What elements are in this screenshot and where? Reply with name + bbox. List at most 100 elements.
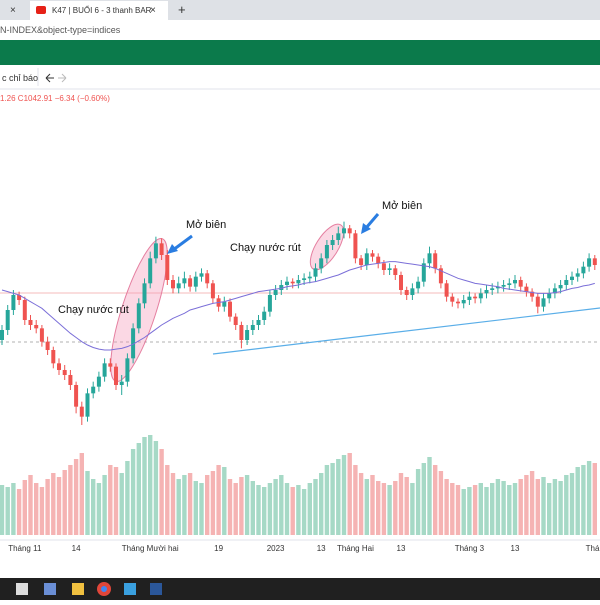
volume-bar	[495, 479, 501, 535]
candle-body	[399, 275, 403, 290]
candle-body	[336, 233, 341, 240]
volume-bar	[233, 483, 238, 535]
candle-body	[513, 280, 517, 284]
taskbar-icon[interactable]	[150, 583, 162, 595]
volume-bar	[130, 449, 136, 535]
volume-bar	[256, 485, 261, 535]
x-tick-label: Tháng 3	[455, 544, 485, 553]
volume-bar	[210, 471, 216, 535]
candle-body	[39, 328, 44, 342]
candle-body	[182, 278, 187, 284]
candle-body	[302, 278, 307, 280]
url[interactable]: N-INDEX&object-type=indices	[0, 25, 121, 35]
taskbar-icon[interactable]	[124, 583, 136, 595]
undo[interactable]	[45, 73, 54, 83]
volume-bar	[472, 485, 478, 535]
candle-body	[587, 258, 592, 267]
volume-bar	[529, 471, 535, 535]
volume-bar	[56, 477, 62, 535]
volume-bar	[358, 473, 364, 535]
volume-bar	[199, 483, 204, 535]
candle-body	[416, 281, 421, 289]
candle-body	[342, 228, 346, 234]
candle-body	[473, 296, 478, 299]
candle-body	[142, 283, 147, 304]
candle-body	[245, 330, 250, 340]
candle-body	[165, 255, 170, 280]
candle-body	[467, 296, 472, 300]
candle-body	[176, 283, 181, 289]
volume-bar	[364, 479, 369, 535]
volume-bar	[484, 487, 489, 535]
volume-bar	[165, 465, 170, 535]
candle-body	[353, 233, 358, 259]
volume-bar	[450, 483, 455, 535]
close-tab[interactable]: ×	[150, 5, 156, 16]
volume-bar	[433, 465, 438, 535]
volume-bar	[507, 485, 512, 535]
close-tab[interactable]: ×	[10, 5, 16, 16]
candle-body	[188, 278, 193, 287]
candle-body	[51, 350, 56, 364]
new-tab[interactable]: +	[178, 2, 186, 17]
candle-body	[558, 285, 563, 289]
candle-body	[131, 328, 136, 359]
ohlc-legend: 1.26 C1042.91 −6.34 (−0.60%)	[0, 94, 110, 103]
indicators-button[interactable]: c chỉ báo	[2, 73, 38, 83]
candle-body	[427, 253, 432, 264]
candle-body	[22, 300, 27, 320]
arrow-head	[167, 244, 178, 254]
candle-body	[381, 263, 386, 270]
volume-bar	[273, 479, 278, 535]
taskbar-icon[interactable]	[72, 583, 84, 595]
volume-bar	[438, 471, 444, 535]
candle-body	[153, 243, 158, 259]
volume-bar	[558, 481, 563, 535]
taskbar-icon[interactable]	[16, 583, 28, 595]
volume-bar	[427, 457, 432, 535]
candle-body	[410, 288, 415, 295]
volume-bar	[512, 483, 518, 535]
candle-body	[484, 290, 489, 294]
volume-bar	[279, 475, 284, 535]
candle-body	[518, 280, 523, 287]
candle-body	[438, 268, 443, 284]
volume-bar	[415, 469, 421, 535]
redo[interactable]	[58, 73, 67, 83]
tab[interactable]	[30, 1, 168, 20]
plot: Tháng 11 14 Tháng Mười hai 19 2023 13 Tháng Ha…	[0, 221, 600, 553]
volume-bar	[347, 453, 352, 535]
volume-bar	[301, 489, 307, 535]
site-header	[0, 40, 600, 65]
volume-bar	[575, 467, 580, 535]
taskbar-icon[interactable]	[44, 583, 56, 595]
candle-body	[541, 298, 546, 307]
x-tick-label: Thán	[586, 544, 600, 553]
candle-body	[461, 300, 466, 304]
trend-line	[212, 307, 600, 355]
volume-bar	[387, 485, 392, 535]
volume-bar	[353, 465, 358, 535]
volume-bar	[564, 475, 569, 535]
candle-body	[507, 283, 512, 285]
volume-bar	[592, 463, 597, 535]
candle-body	[592, 258, 597, 265]
candle-body	[313, 268, 318, 277]
candle-body	[267, 295, 272, 312]
volume-bar	[552, 479, 558, 535]
annotation: Chạy nước rút	[58, 304, 129, 316]
volume-bar	[410, 483, 415, 535]
candle-body	[262, 311, 267, 320]
candle-body	[501, 285, 506, 287]
candle-body	[171, 280, 175, 289]
volume-bar	[324, 465, 330, 535]
candle-body	[125, 358, 130, 382]
candle-body	[68, 375, 73, 385]
candle-body	[393, 268, 398, 275]
volume-bar	[96, 483, 102, 535]
candle-body	[307, 276, 312, 279]
candle-body	[17, 295, 22, 300]
candle-body	[564, 280, 569, 285]
candle-body	[205, 273, 210, 284]
